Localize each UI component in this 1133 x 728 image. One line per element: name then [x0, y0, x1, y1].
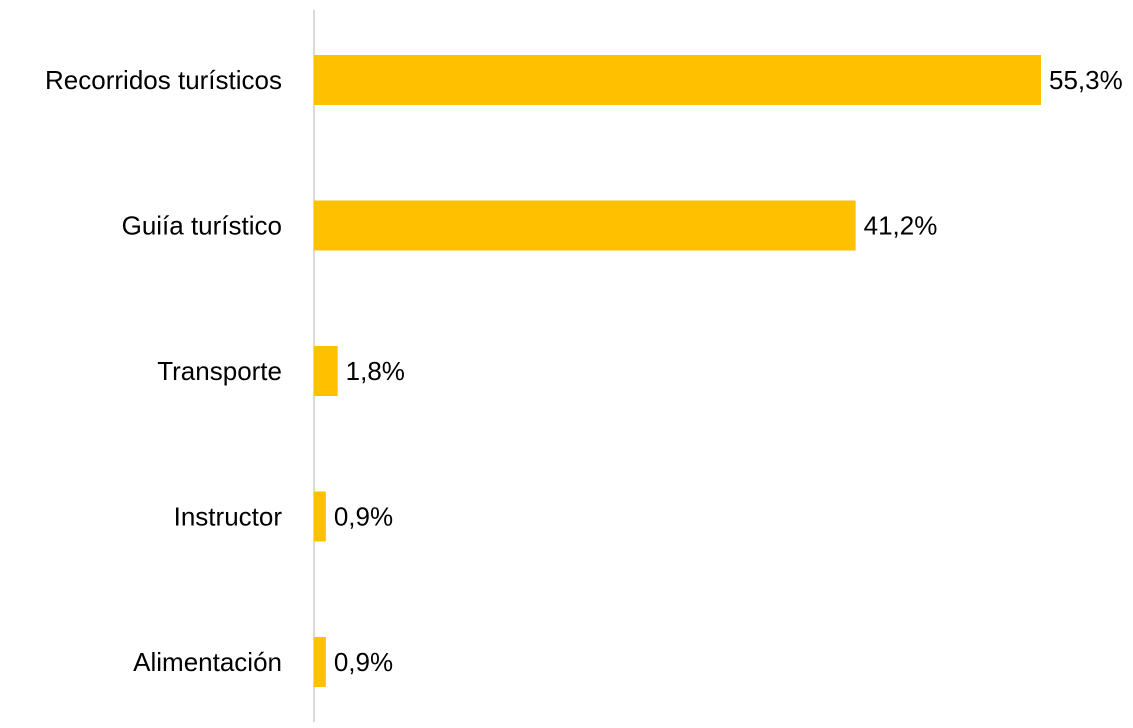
category-label-alimentacion: Alimentación [133, 647, 282, 677]
data-label-guiia-turistico: 41,2% [864, 211, 938, 241]
bar-transporte [314, 346, 338, 396]
category-label-guiia-turistico: Guiía turístico [122, 211, 282, 241]
data-label-transporte: 1,8% [346, 356, 405, 386]
bar-alimentacion [314, 637, 326, 687]
bar-guiia-turistico [314, 200, 856, 251]
category-label-recorridos-turisticos: Recorridos turísticos [45, 65, 282, 95]
data-label-recorridos-turisticos: 55,3% [1049, 65, 1123, 95]
data-label-instructor: 0,9% [334, 502, 393, 532]
bar-recorridos-turisticos [314, 55, 1041, 105]
bar-instructor [314, 491, 326, 542]
category-labels: Recorridos turísticos Guiía turístico Tran… [45, 65, 282, 677]
category-label-instructor: Instructor [174, 502, 283, 532]
data-labels: 55,3% 41,2% 1,8% 0,9% 0,9% [334, 65, 1123, 677]
category-label-transporte: Transporte [157, 356, 282, 386]
bar-group [314, 55, 1041, 687]
data-label-alimentacion: 0,9% [334, 647, 393, 677]
